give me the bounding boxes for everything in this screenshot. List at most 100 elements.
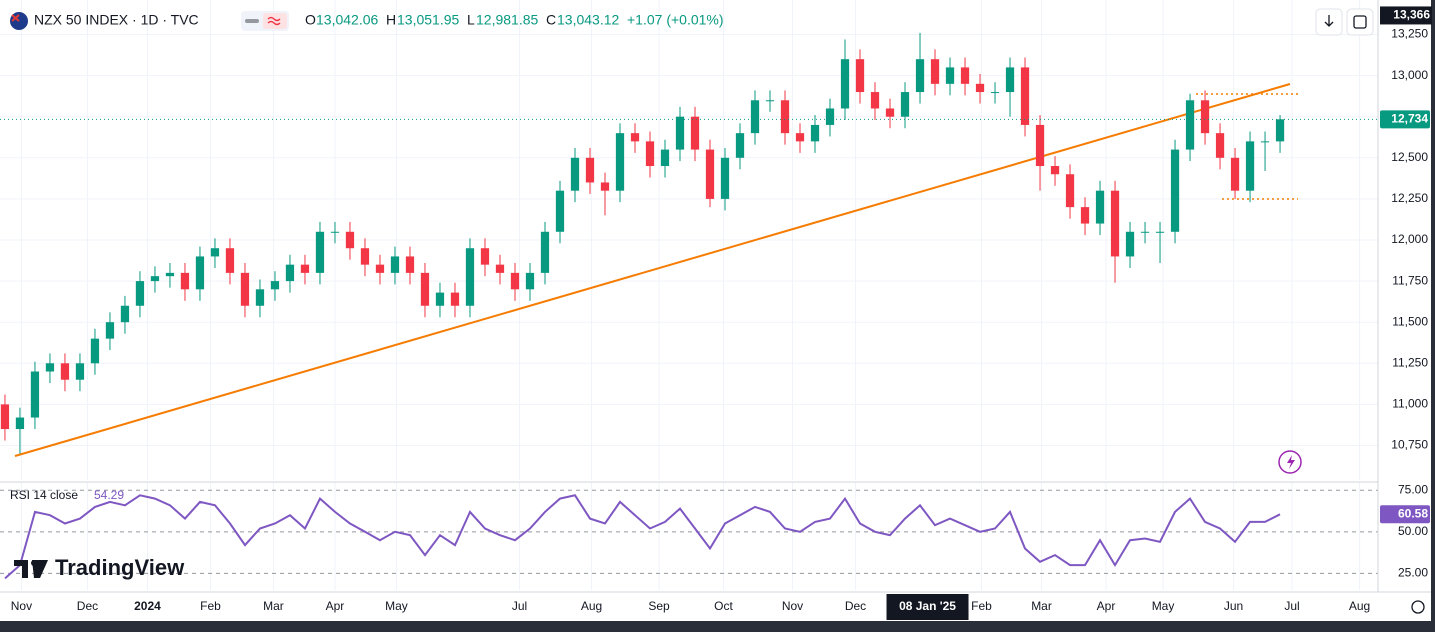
candle-body (960, 67, 970, 84)
candle-body (120, 305, 130, 323)
candle-body (795, 133, 805, 142)
candle-body (990, 92, 1000, 94)
change-value: +1.07 (+0.01%) (627, 12, 724, 28)
candle-body (105, 322, 115, 339)
candle-body (1125, 231, 1135, 257)
candle-body (840, 59, 850, 109)
last-price-label: 12,734 (1391, 112, 1428, 126)
y-tick-label: 10,750 (1391, 438, 1428, 452)
watermark-logo-dot (31, 560, 37, 566)
candle-body (1245, 141, 1255, 191)
x-tick-label: Feb (200, 599, 221, 613)
candle-body (630, 133, 640, 142)
candle-body (525, 272, 535, 290)
frame-bottom (0, 621, 1435, 632)
candle-body (660, 149, 670, 167)
candle-body (900, 92, 910, 117)
rsi-tick-label: 75.00 (1398, 482, 1428, 496)
y-tick-label: 11,500 (1392, 314, 1428, 328)
x-tick-label: Jul (1284, 599, 1299, 613)
candle-body (45, 363, 55, 372)
candle-body (1095, 190, 1105, 224)
wave-icon (267, 16, 281, 26)
candle-body (435, 292, 445, 306)
watermark-logo (14, 560, 48, 578)
x-tick-label: May (385, 599, 408, 613)
rsi-last-box (1380, 505, 1430, 524)
candle-body (495, 264, 505, 273)
x-tick-label: Nov (11, 599, 32, 613)
candle-body (675, 116, 685, 150)
indicator-button[interactable] (263, 13, 287, 29)
candle-body (150, 276, 160, 282)
candle-body (735, 133, 745, 158)
settings-icon[interactable] (1411, 600, 1425, 614)
download-icon (1324, 15, 1334, 27)
candle-body (1035, 124, 1045, 167)
x-tick-label: Feb (971, 599, 992, 613)
candle-body (465, 248, 475, 306)
candle-body (240, 272, 250, 306)
candle-body (1050, 166, 1060, 175)
y-tick-label: 11,750 (1392, 273, 1428, 287)
symbol-title: NZX 50 INDEX · 1D · TVC (34, 12, 199, 28)
x-tick-label: Aug (1349, 599, 1370, 613)
candle-body (1110, 190, 1120, 257)
candle-body (1155, 231, 1165, 233)
candle-body (315, 231, 325, 273)
y-tick-label: 11,250 (1392, 355, 1428, 369)
rsi-tick-label: 25.00 (1398, 566, 1428, 580)
compare-icon (245, 19, 259, 23)
candle-body (375, 264, 385, 273)
candle-body (270, 281, 280, 290)
candle-body (585, 157, 595, 183)
x-tick-label: Nov (782, 599, 803, 613)
candle-body (600, 182, 610, 191)
close-value: 13,043.12 (557, 12, 619, 28)
crosshair-date-box (886, 594, 969, 620)
candle-body (705, 149, 715, 199)
candle-body (870, 92, 880, 109)
candle-body (690, 116, 700, 150)
x-tick-label: Mar (1031, 599, 1052, 613)
candle-body (165, 272, 175, 277)
x-tick-label: May (1152, 599, 1175, 613)
candle-body (1140, 231, 1150, 233)
fullscreen-button[interactable] (1346, 8, 1374, 36)
x-tick-label: Dec (845, 599, 866, 613)
candle-body (720, 157, 730, 199)
x-tick-label: Jul (512, 599, 527, 613)
candle-body (30, 371, 40, 418)
y-tick-label: 12,500 (1391, 150, 1428, 164)
candle-body (15, 417, 25, 430)
candle-body (750, 100, 760, 134)
open-value: 13,042.06 (316, 12, 378, 28)
candle-body (1200, 100, 1210, 134)
candle-body (540, 231, 550, 273)
candle-body (60, 363, 70, 380)
rsi-header-value: 54.29 (94, 488, 124, 502)
trend-line[interactable] (14, 83, 1291, 457)
candle-body (1275, 119, 1285, 142)
candle-body (210, 248, 220, 257)
lightning-icon (1287, 455, 1295, 469)
candle-body (825, 108, 835, 125)
crosshair-price-box (1380, 6, 1432, 25)
ohlc-legend: O 13,042.06 H 13,051.95 L 12,981.85 C 13… (305, 12, 724, 28)
candle-body (90, 338, 100, 364)
candle-body (645, 141, 655, 167)
candle-body (780, 100, 790, 134)
x-tick-label: Dec (77, 599, 98, 613)
x-tick-label: Apr (1097, 599, 1116, 613)
high-value: 13,051.95 (397, 12, 459, 28)
last-price-box (1380, 110, 1430, 129)
candle-body (345, 231, 355, 249)
rsi-tick-label: 50.00 (1398, 524, 1428, 538)
crosshair-date-label: 08 Jan '25 (899, 599, 956, 613)
candle-body (330, 231, 340, 233)
candle-body (0, 404, 10, 430)
grid (0, 0, 1378, 590)
candle-body (975, 83, 985, 93)
